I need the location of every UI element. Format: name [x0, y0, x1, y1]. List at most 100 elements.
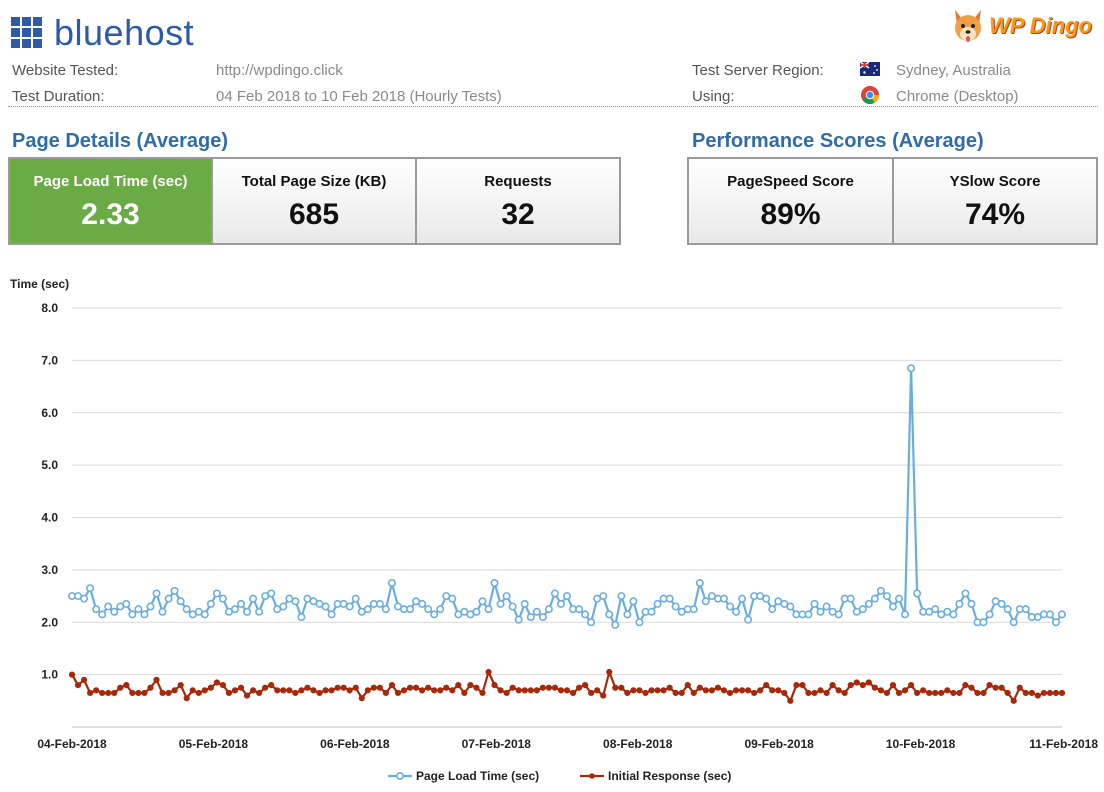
data-point: [80, 594, 89, 603]
data-point: [280, 687, 287, 694]
data-point: [279, 602, 288, 611]
data-point: [829, 682, 836, 689]
data-point: [431, 687, 438, 694]
data-point: [230, 605, 239, 614]
data-point: [182, 605, 191, 614]
duration-value: 04 Feb 2018 to 10 Feb 2018 (Hourly Tests…: [216, 88, 502, 105]
data-point: [225, 689, 233, 697]
data-point: [870, 594, 879, 603]
data-point: [876, 586, 885, 595]
x-tick-label: 08-Feb-2018: [603, 737, 673, 751]
data-point: [375, 599, 384, 608]
data-point: [255, 607, 264, 616]
data-point: [243, 607, 252, 616]
data-point: [914, 689, 921, 697]
yslow-card: YSlow Score 74%: [892, 157, 1098, 245]
data-point: [653, 599, 662, 608]
data-point: [472, 607, 481, 616]
data-point: [478, 597, 487, 606]
data-point: [762, 594, 771, 603]
data-point: [1010, 697, 1017, 704]
data-point: [563, 687, 571, 694]
x-tick-label: 07-Feb-2018: [462, 737, 532, 751]
x-tick-label: 05-Feb-2018: [179, 737, 249, 751]
data-point: [967, 599, 976, 608]
data-point: [128, 610, 137, 619]
data-point: [140, 610, 149, 619]
data-point: [556, 599, 565, 608]
data-point: [841, 689, 848, 697]
data-point: [1009, 618, 1018, 627]
data-point: [87, 689, 94, 697]
data-point: [538, 613, 547, 622]
data-point: [291, 597, 300, 606]
data-point: [708, 687, 715, 694]
data-point: [805, 689, 812, 697]
data-point: [310, 687, 317, 694]
data-point: [316, 689, 323, 697]
data-point: [544, 605, 553, 614]
data-point: [986, 682, 993, 689]
data-point: [636, 687, 643, 694]
data-point: [387, 578, 396, 587]
data-point: [672, 689, 679, 697]
data-point: [147, 684, 154, 691]
data-point: [955, 599, 964, 608]
brand-name: bluehost: [54, 12, 195, 53]
data-point: [859, 682, 866, 689]
data-point: [804, 610, 813, 619]
data-point: [467, 682, 474, 689]
data-point: [382, 689, 390, 697]
data-point: [327, 610, 336, 619]
data-point: [171, 687, 178, 694]
data-point: [719, 594, 728, 603]
data-point: [582, 682, 589, 689]
using-label: Using:: [692, 88, 735, 105]
data-point: [328, 687, 335, 694]
data-point: [479, 689, 486, 697]
data-point: [268, 682, 275, 689]
data-point: [189, 687, 196, 694]
data-point: [1045, 610, 1054, 619]
data-point: [769, 687, 776, 694]
data-point: [732, 687, 740, 694]
data-point: [74, 682, 82, 689]
x-tick-label: 10-Feb-2018: [886, 737, 956, 751]
data-point: [110, 607, 119, 616]
data-point: [763, 682, 770, 689]
data-point: [152, 589, 161, 598]
data-point: [508, 602, 517, 611]
total-page-size-value: 685: [288, 198, 340, 231]
data-point: [497, 687, 504, 694]
pagespeed-value: 89%: [760, 198, 821, 231]
region-value: Sydney, Australia: [896, 62, 1011, 79]
data-point: [817, 687, 824, 694]
data-point: [206, 599, 215, 608]
data-point: [816, 607, 825, 616]
data-point: [1028, 689, 1035, 697]
data-point: [304, 684, 311, 691]
data-point: [165, 689, 172, 697]
data-point: [950, 689, 957, 697]
data-point: [630, 687, 637, 694]
dingo-dog-icon: [954, 10, 981, 42]
data-point: [443, 684, 450, 691]
data-point: [491, 682, 498, 689]
data-point: [322, 687, 329, 694]
data-point: [949, 610, 958, 619]
data-point: [550, 589, 559, 598]
data-point: [888, 602, 897, 611]
data-point: [526, 613, 535, 622]
data-point: [363, 605, 372, 614]
data-point: [134, 605, 143, 614]
data-point: [207, 684, 214, 691]
partner-logo: WP Dingo: [951, 6, 1092, 46]
data-point: [243, 692, 251, 699]
data-point: [605, 610, 614, 619]
data-point: [714, 684, 722, 691]
data-point: [539, 684, 546, 691]
region-label: Test Server Region:: [692, 62, 824, 79]
data-point: [1004, 689, 1011, 697]
data-point: [997, 599, 1006, 608]
data-point: [352, 684, 359, 691]
